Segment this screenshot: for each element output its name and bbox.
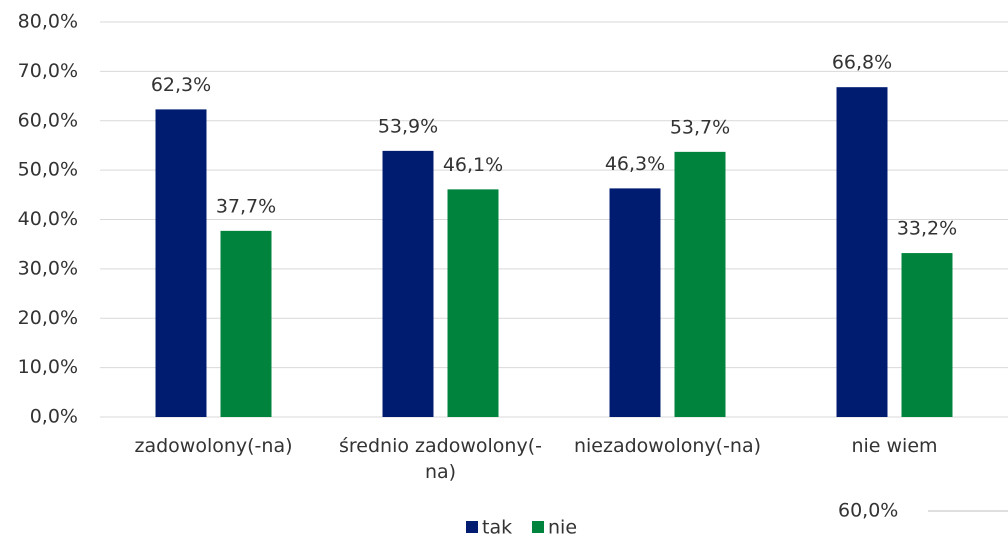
- data-label: 53,9%: [378, 115, 438, 137]
- legend-label: tak: [482, 517, 512, 539]
- data-label: 66,8%: [832, 52, 892, 74]
- bar: [609, 188, 661, 417]
- bar: [155, 109, 207, 418]
- y-tick-label: 40,0%: [18, 208, 78, 230]
- x-tick-label: niezadowolony(-na): [573, 435, 762, 457]
- y-tick-label: 10,0%: [18, 356, 78, 378]
- y-tick-label: 80,0%: [18, 11, 78, 33]
- bar: [674, 151, 726, 417]
- y-tick-label: 30,0%: [18, 257, 78, 279]
- legend-label: nie: [548, 517, 577, 539]
- x-tick-label: zadowolony(-na): [134, 435, 293, 457]
- y-tick-label: 70,0%: [18, 60, 78, 82]
- y-tick-label: 20,0%: [18, 307, 78, 329]
- data-label: 46,3%: [605, 153, 665, 175]
- bar: [901, 253, 953, 417]
- data-label: 53,7%: [670, 116, 730, 138]
- y-tick-label: 60,0%: [18, 109, 78, 131]
- legend-swatch: [466, 521, 478, 533]
- bar: [382, 150, 434, 417]
- data-label: 46,1%: [443, 154, 503, 176]
- annotation: 60,0%: [838, 500, 898, 522]
- bar: [447, 189, 499, 417]
- data-label: 62,3%: [151, 74, 211, 96]
- y-tick-label: 50,0%: [18, 159, 78, 181]
- bar: [836, 87, 888, 418]
- y-tick-label: 0,0%: [30, 406, 78, 428]
- x-tick-label: średnio zadowolony(-na): [339, 435, 542, 483]
- x-tick-label: nie wiem: [851, 435, 938, 457]
- bar: [220, 230, 272, 417]
- data-label: 37,7%: [216, 195, 276, 217]
- data-label: 33,2%: [897, 218, 957, 240]
- legend-swatch: [532, 521, 544, 533]
